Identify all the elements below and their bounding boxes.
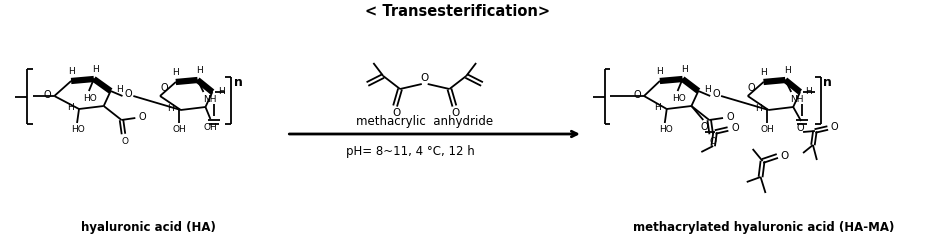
Text: O: O (781, 151, 789, 161)
Text: HO: HO (83, 93, 96, 103)
Text: O: O (122, 136, 129, 146)
Text: O: O (701, 122, 708, 132)
Text: H: H (704, 85, 711, 93)
Text: O: O (633, 90, 641, 100)
Text: HO: HO (672, 93, 685, 103)
Text: H: H (116, 85, 123, 93)
Text: H: H (67, 103, 73, 112)
Text: H: H (93, 65, 99, 74)
Text: O: O (44, 90, 51, 100)
Text: OH: OH (173, 125, 186, 135)
Text: O: O (731, 123, 739, 133)
Text: methacrylic  anhydride: methacrylic anhydride (356, 114, 493, 127)
Text: n: n (823, 76, 832, 88)
Text: O: O (748, 83, 756, 93)
Text: O: O (392, 108, 400, 118)
Text: H: H (760, 67, 767, 76)
Text: HO: HO (659, 125, 673, 134)
Text: O: O (710, 136, 717, 146)
Text: H: H (218, 87, 224, 96)
Text: OH: OH (204, 123, 217, 131)
Text: H: H (172, 67, 179, 76)
Text: NH: NH (203, 94, 216, 103)
Text: HO: HO (71, 125, 85, 134)
Text: pH= 8~11, 4 °C, 12 h: pH= 8~11, 4 °C, 12 h (346, 145, 475, 158)
Text: H: H (784, 65, 791, 75)
Text: O: O (124, 89, 133, 99)
Text: n: n (234, 76, 243, 88)
Text: O: O (712, 89, 720, 99)
Text: H: H (806, 87, 812, 96)
Text: O: O (831, 122, 839, 132)
Text: O: O (160, 83, 168, 93)
Text: H: H (654, 103, 661, 112)
Text: methacrylated hyaluronic acid (HA-MA): methacrylated hyaluronic acid (HA-MA) (633, 221, 895, 234)
Text: O: O (451, 108, 460, 118)
Text: O: O (726, 112, 734, 122)
Text: O: O (421, 73, 429, 83)
Text: O: O (138, 112, 146, 122)
Text: H: H (68, 66, 74, 76)
Text: NH: NH (791, 94, 804, 103)
Text: hyaluronic acid (HA): hyaluronic acid (HA) (81, 221, 216, 234)
Text: H: H (656, 66, 663, 76)
Text: H: H (168, 103, 174, 113)
Text: H: H (756, 103, 762, 113)
Text: H: H (197, 65, 203, 75)
Text: < Transesterification>: < Transesterification> (365, 4, 550, 18)
Text: H: H (681, 65, 688, 74)
Text: O: O (796, 123, 804, 133)
Text: OH: OH (761, 125, 774, 135)
